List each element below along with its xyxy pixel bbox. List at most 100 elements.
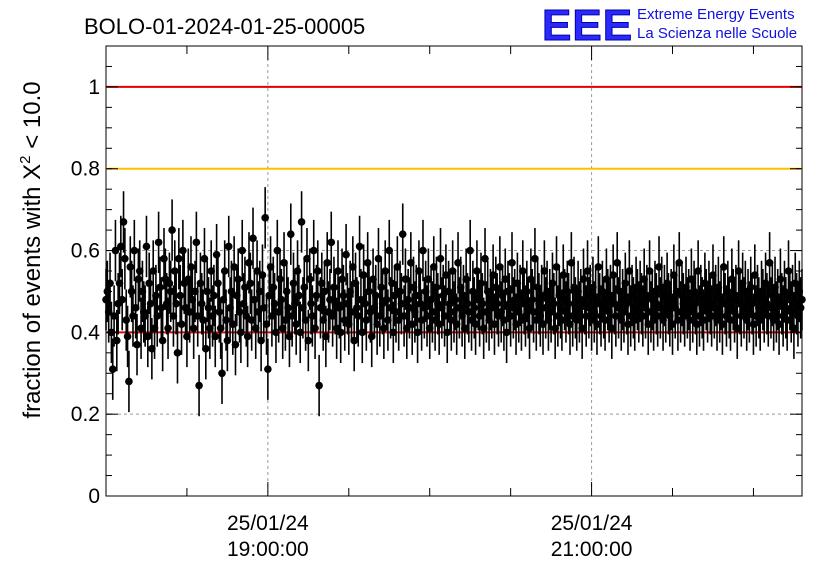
data-point (336, 328, 345, 337)
data-point (309, 246, 318, 255)
y-tick-label: 0.8 (71, 158, 100, 181)
data-point (204, 304, 213, 312)
y-tick-label: 0 (88, 485, 100, 508)
data-point (338, 275, 346, 283)
data-point (176, 291, 184, 300)
data-point (195, 381, 203, 390)
data-point (353, 304, 361, 312)
data-point (350, 336, 358, 345)
data-point (311, 324, 319, 333)
data-point (359, 271, 368, 279)
data-point (222, 316, 230, 324)
data-point (145, 279, 153, 288)
x-tick-time-label: 21:00:00 (551, 538, 633, 561)
data-point (327, 238, 336, 247)
data-point (621, 279, 630, 288)
data-point (212, 250, 221, 259)
data-point (112, 336, 121, 345)
data-point (523, 287, 531, 296)
data-point (172, 299, 180, 308)
data-point (164, 324, 172, 333)
x-tick-date-label: 25/01/24 (551, 512, 633, 535)
data-point (126, 263, 135, 271)
data-point (382, 295, 391, 304)
y-tick-label: 0.4 (71, 321, 101, 344)
data-point (436, 254, 445, 263)
data-point (189, 324, 198, 333)
data-point (579, 275, 588, 283)
data-point (215, 308, 224, 316)
axes: 0 0.2 0.4 0.6 0.8 1 25/01/24 19:00:00 25/01/24 21… (71, 45, 802, 561)
data-point (473, 267, 481, 275)
data-point (323, 259, 332, 267)
data-point (746, 283, 755, 292)
data-point (134, 275, 143, 283)
data-point (508, 259, 516, 267)
data-point (108, 365, 117, 373)
data-point (157, 304, 166, 312)
data-point (477, 279, 485, 288)
data-point (193, 312, 202, 320)
data-point (130, 246, 139, 255)
data-point (381, 267, 390, 275)
data-point (470, 304, 479, 312)
data-point (214, 279, 222, 288)
data-point (152, 291, 160, 300)
data-point (197, 299, 206, 308)
data-point (231, 340, 240, 349)
data-point (342, 250, 350, 259)
data-point (289, 279, 298, 288)
data-point (243, 332, 252, 341)
data-point (175, 254, 183, 263)
chart-title: BOLO-01-2024-01-25-00005 (84, 14, 365, 39)
data-points (102, 187, 806, 417)
data-point (798, 295, 806, 304)
data-point (313, 267, 322, 275)
data-point (293, 267, 302, 275)
data-point (220, 267, 229, 275)
eee-logo-line2: La Scienza nelle Scuole (637, 25, 797, 42)
data-point (784, 267, 793, 275)
y-axis-label: fraction of events with X2 < 10.0 (17, 81, 46, 418)
data-point (261, 214, 269, 222)
data-point (315, 381, 323, 390)
data-point (609, 271, 617, 279)
data-point (355, 242, 364, 251)
data-point (330, 283, 338, 292)
data-point (158, 336, 167, 345)
data-point (493, 299, 501, 308)
data-point (550, 299, 558, 308)
data-point (776, 275, 785, 283)
data-point (396, 287, 404, 296)
data-point (264, 365, 272, 373)
data-point (187, 263, 195, 271)
data-point (765, 259, 774, 267)
data-point (463, 299, 472, 308)
data-point (165, 279, 174, 288)
eee-logo-mark: EEE (542, 1, 633, 50)
data-point (276, 275, 284, 283)
y-tick-label: 0.6 (71, 240, 100, 263)
x-tick-date-label: 25/01/24 (227, 512, 309, 535)
data-point (106, 279, 114, 288)
data-point (249, 234, 257, 243)
data-point (415, 267, 423, 275)
data-point (177, 320, 186, 328)
data-point (258, 271, 267, 279)
data-point (594, 263, 603, 271)
data-point (146, 299, 155, 308)
data-point (168, 226, 176, 234)
data-point (123, 332, 132, 341)
data-point (142, 242, 151, 251)
data-point (257, 336, 265, 345)
data-point (277, 295, 286, 304)
data-point (559, 271, 568, 279)
data-point (307, 299, 315, 308)
data-point (203, 287, 211, 296)
data-point (218, 369, 226, 378)
data-point (173, 349, 182, 357)
data-point (282, 287, 291, 296)
data-point (122, 316, 131, 324)
data-point (304, 336, 313, 345)
